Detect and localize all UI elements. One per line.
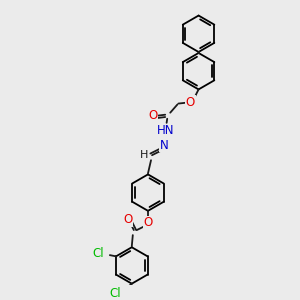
Text: O: O xyxy=(143,217,153,230)
Text: H: H xyxy=(140,150,148,160)
Text: O: O xyxy=(148,109,158,122)
Text: N: N xyxy=(160,139,169,152)
Text: O: O xyxy=(186,96,195,109)
Text: O: O xyxy=(123,213,132,226)
Text: Cl: Cl xyxy=(92,247,103,260)
Text: Cl: Cl xyxy=(110,287,122,300)
Text: HN: HN xyxy=(156,124,174,137)
